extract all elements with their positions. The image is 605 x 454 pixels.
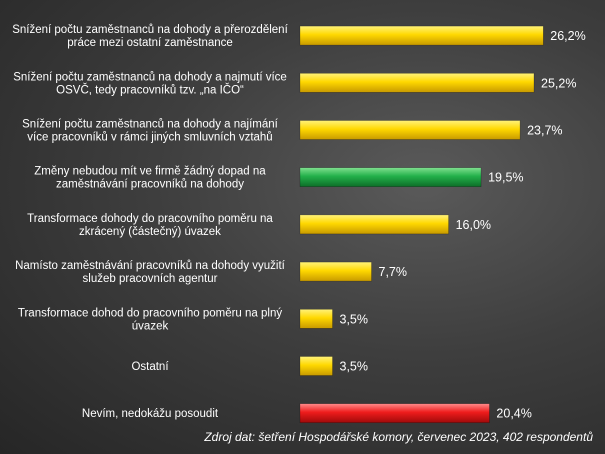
value-labels-group: 26,2% 25,2% 23,7% 19,5% 16,0% 7,7% 3,5% 3,5% 20,… bbox=[340, 29, 586, 421]
bar-2 bbox=[299, 73, 535, 93]
bar-3 bbox=[299, 120, 521, 140]
value-label-1: 26,2% bbox=[550, 29, 585, 43]
bar-4 bbox=[299, 167, 482, 187]
category-label-5: Transformace dohody do pracovního poměru… bbox=[27, 213, 273, 238]
category-label-3: Snížení počtu zaměstnanců na dohody a na… bbox=[22, 119, 279, 144]
category-label-6: Namísto zaměstnávání pracovníků na dohod… bbox=[15, 260, 286, 285]
bar-9 bbox=[299, 403, 490, 424]
category-label-8: Ostatní bbox=[131, 361, 169, 373]
category-label-4: Změny nebudou mít ve firmě žádný dopad n… bbox=[34, 166, 266, 191]
category-label-1: Snížení počtu zaměstnanců na dohody a př… bbox=[12, 24, 288, 49]
value-label-5: 16,0% bbox=[456, 218, 491, 232]
bar-7 bbox=[299, 308, 333, 329]
value-label-8: 3,5% bbox=[340, 360, 369, 374]
value-label-9: 20,4% bbox=[496, 407, 531, 421]
value-label-7: 3,5% bbox=[340, 312, 369, 326]
category-labels-group: Snížení počtu zaměstnanců na dohody a př… bbox=[12, 24, 288, 420]
value-label-4: 19,5% bbox=[488, 171, 523, 185]
category-label-7: Transformace dohod do pracovního poměru … bbox=[18, 307, 282, 332]
value-label-6: 7,7% bbox=[379, 265, 408, 279]
value-label-3: 23,7% bbox=[527, 124, 562, 138]
bar-6 bbox=[299, 261, 372, 282]
category-label-9: Nevím, nedokážu posoudit bbox=[82, 408, 219, 420]
value-label-2: 25,2% bbox=[541, 76, 576, 90]
source-note: Zdroj dat: šetření Hospodářské komory, č… bbox=[204, 430, 593, 444]
bar-5 bbox=[299, 214, 449, 235]
category-label-2: Snížení počtu zaměstnanců na dohody a na… bbox=[13, 71, 287, 96]
bar-1 bbox=[299, 25, 544, 46]
bar-8 bbox=[299, 356, 333, 376]
bars-group bbox=[299, 25, 544, 424]
